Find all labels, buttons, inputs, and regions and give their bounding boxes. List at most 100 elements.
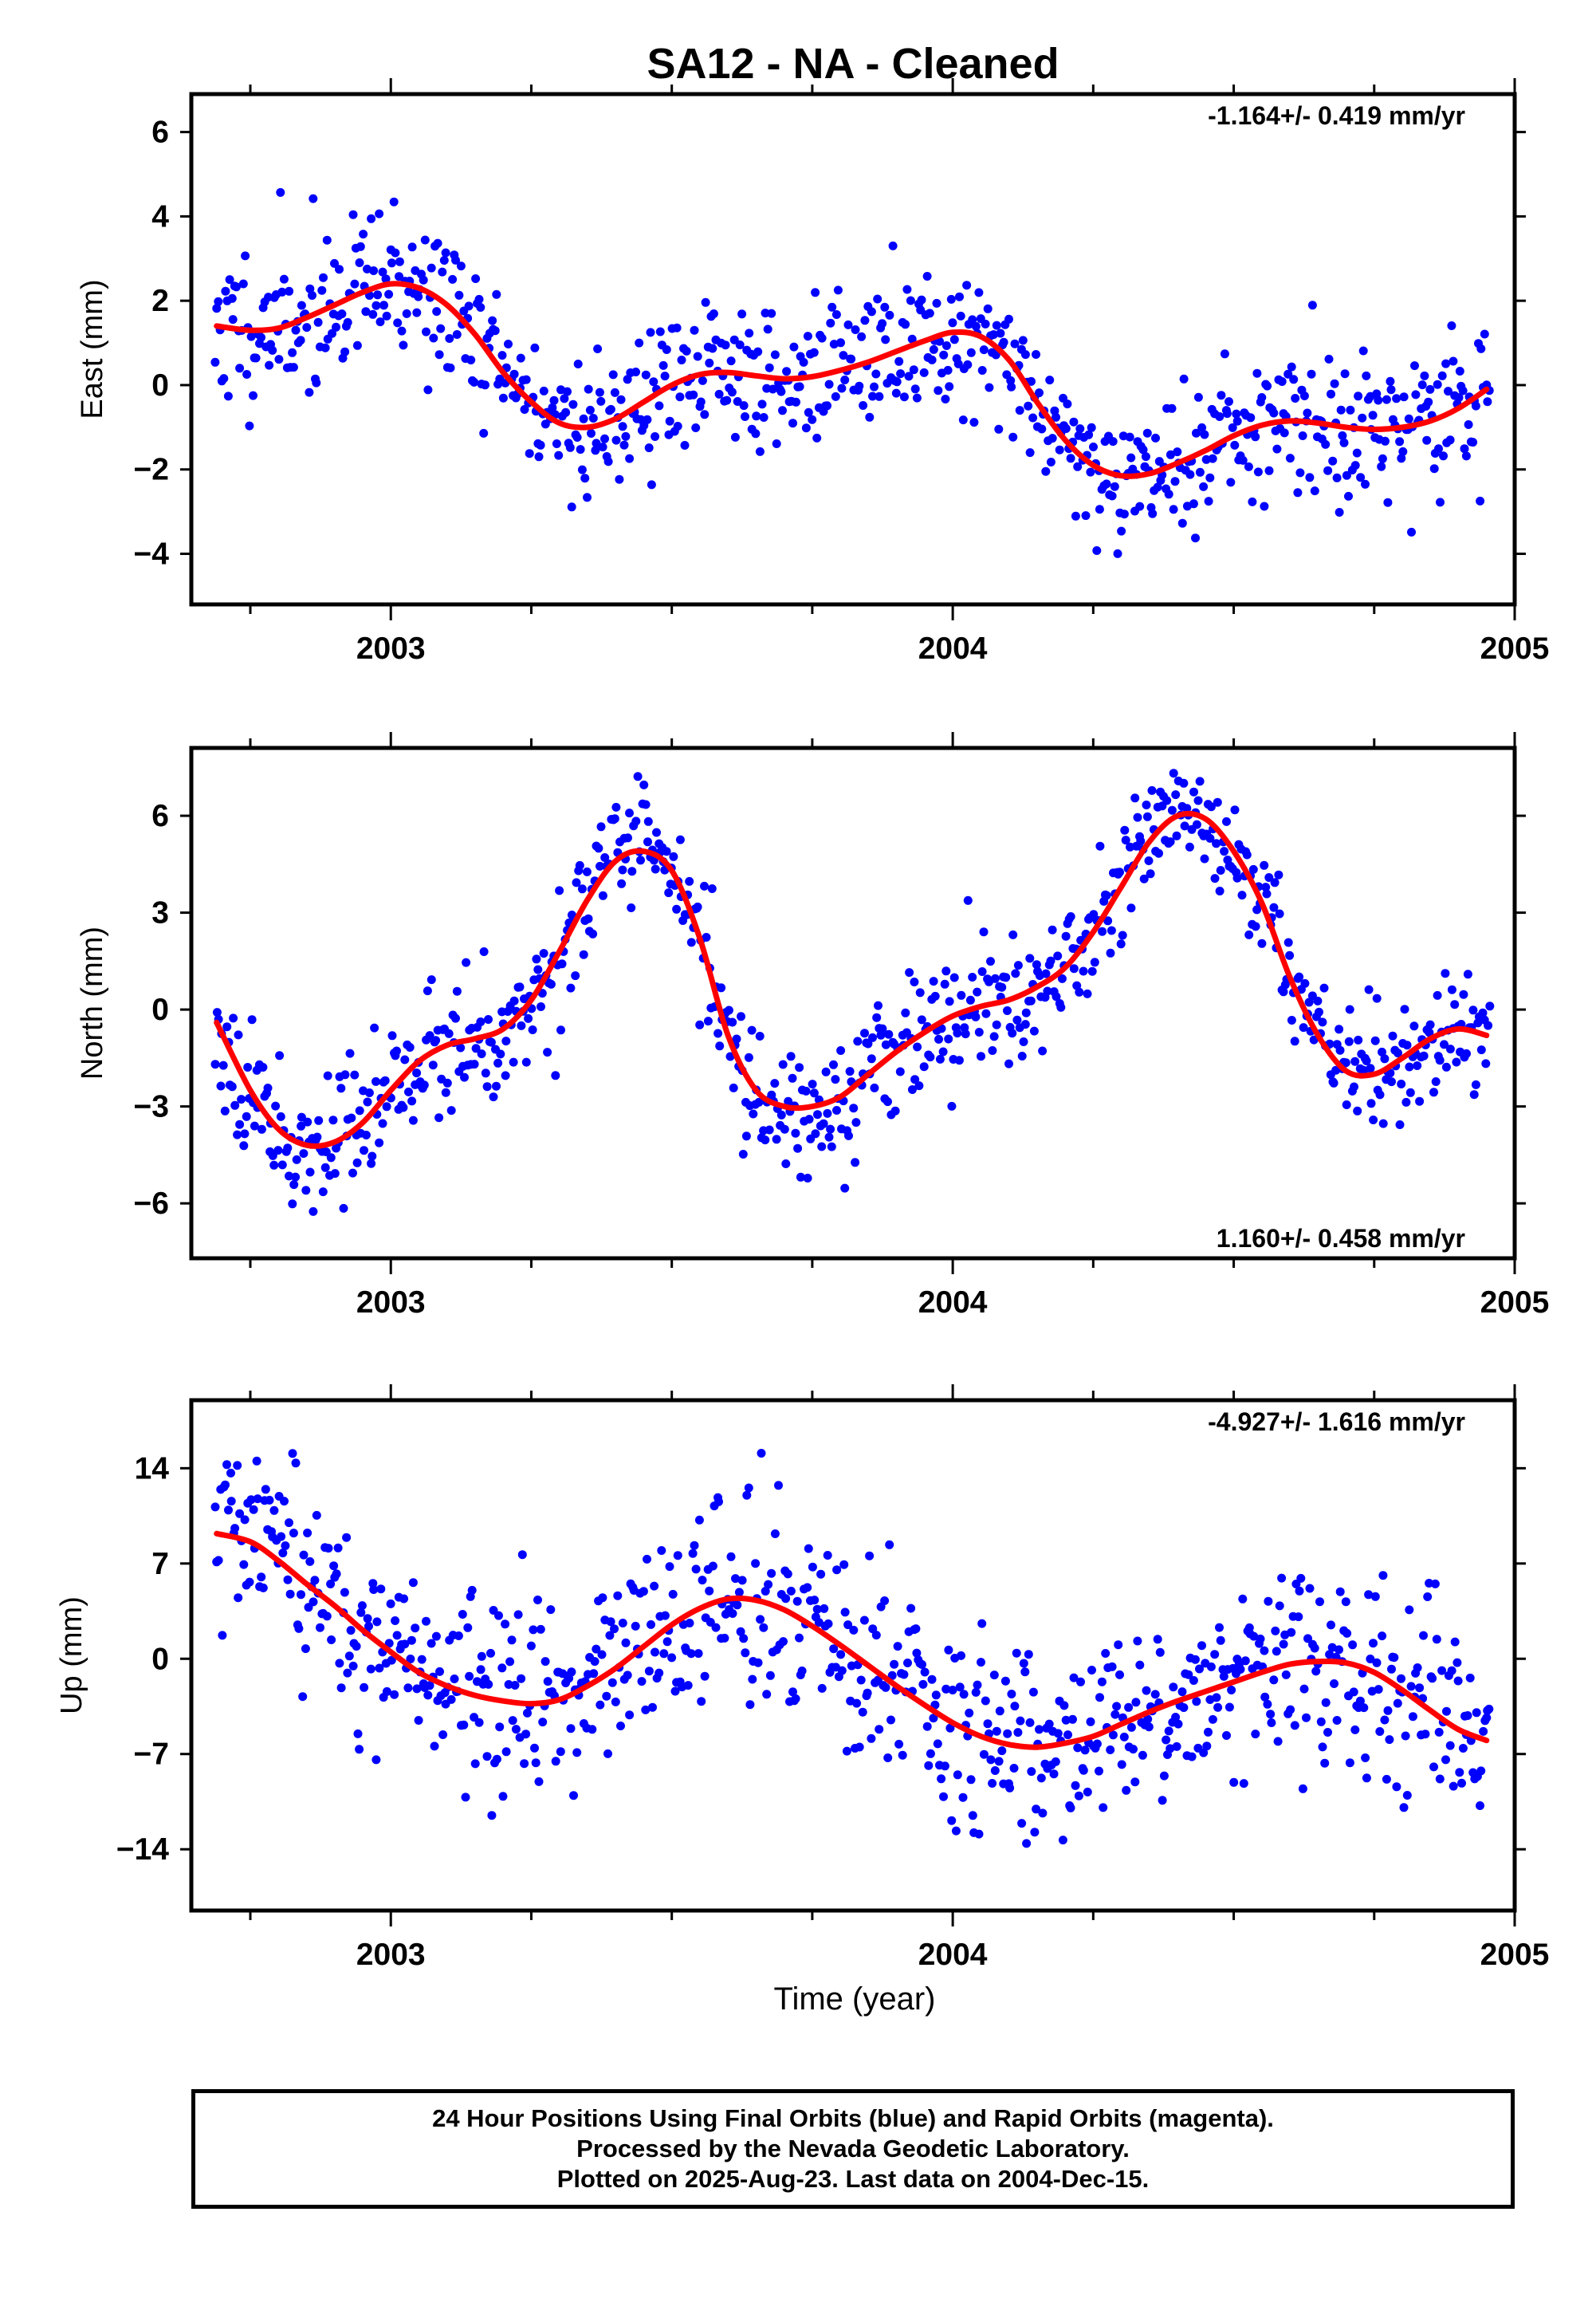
y-tick-label: 6 [151,799,169,833]
data-point [291,1458,301,1468]
data-point [1225,1702,1234,1712]
data-point [494,1611,503,1620]
data-point [958,415,968,425]
data-point [639,1587,648,1596]
data-point [855,1742,864,1752]
data-point [865,412,875,422]
y-tick-label: 2 [151,284,169,318]
data-point [1129,1745,1138,1754]
data-point [820,1604,829,1613]
data-point [498,1792,508,1801]
data-point [450,1675,459,1683]
data-point [1169,505,1178,514]
data-point [360,1146,368,1155]
data-point [770,1529,780,1538]
data-point [339,1203,348,1213]
data-point [965,995,975,1005]
data-point [1350,461,1360,470]
data-point [446,1106,456,1116]
data-point [296,336,305,345]
data-point [1177,1687,1187,1697]
data-point [1290,1721,1299,1730]
data-point [337,309,347,319]
data-point [1036,1773,1046,1783]
data-point [1354,1035,1363,1045]
data-point [878,1024,887,1033]
y-tick-label: 6 [151,116,169,150]
data-point [292,1155,301,1164]
data-point [682,346,691,356]
data-point [412,308,422,317]
data-point [258,1063,268,1072]
data-point [329,1561,339,1571]
data-point [1095,1693,1104,1702]
data-point [761,1587,770,1596]
data-point [1311,1667,1321,1676]
data-point [708,1561,717,1571]
data-point [1068,1714,1077,1724]
data-point [534,452,544,462]
data-point [721,340,730,350]
data-point [1429,1088,1438,1097]
data-point [1335,1025,1344,1034]
data-point [297,1112,306,1122]
data-point [873,294,883,304]
data-point [808,1080,817,1089]
data-point [227,293,237,303]
data-point [327,1635,336,1644]
data-point [995,1706,1004,1716]
data-point [1341,1058,1350,1068]
data-point [305,388,314,397]
data-point [824,380,834,389]
data-point [420,235,430,245]
data-point [636,856,645,865]
data-point [768,384,777,394]
data-point [257,333,265,342]
data-point [446,363,455,372]
data-point [617,879,627,888]
data-point [1120,825,1130,835]
data-point [625,1710,635,1720]
data-point [326,1580,336,1588]
data-point [526,1641,536,1651]
data-point [979,345,989,355]
data-point [789,342,799,352]
data-point [536,440,545,450]
data-point [886,1715,895,1725]
data-point [1482,1713,1492,1722]
data-point [1107,491,1117,501]
data-point [537,1002,545,1011]
data-point [907,334,917,344]
data-point [1419,1051,1429,1061]
data-point [751,1559,761,1568]
data-point [1167,403,1177,413]
data-point [1171,1713,1181,1722]
data-point [543,1677,552,1686]
data-point [1457,1778,1466,1788]
data-point [1244,930,1254,939]
data-point [1063,399,1072,409]
data-point [305,1167,315,1177]
data-point [700,410,710,419]
y-tick-label: 3 [151,896,169,931]
data-point [330,258,339,268]
data-point [1119,1732,1129,1741]
data-point [1318,1017,1327,1027]
data-point [1392,394,1401,403]
data-point [508,1716,517,1726]
data-point [792,1596,802,1606]
data-point [521,1057,531,1067]
data-point [336,1683,346,1693]
data-point [1032,960,1041,970]
data-point [1172,831,1181,840]
data-point [1348,1640,1358,1650]
data-point [1020,1020,1030,1029]
data-point [1449,1781,1458,1791]
data-point [988,1779,997,1788]
data-point [378,1119,387,1128]
data-point [1166,1744,1175,1753]
data-point [580,474,590,483]
data-point [257,1572,266,1582]
